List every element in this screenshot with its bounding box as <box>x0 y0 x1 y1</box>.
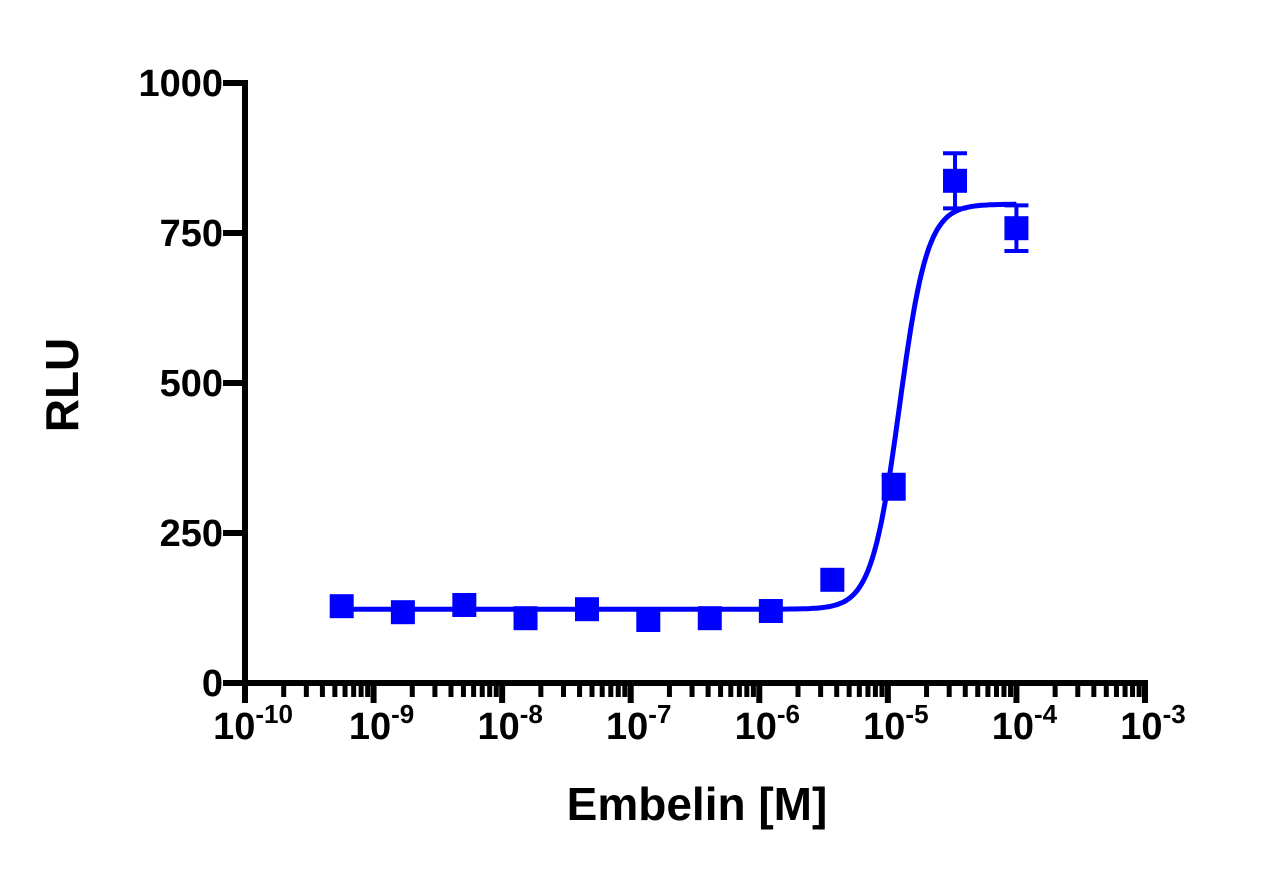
point <box>452 593 477 617</box>
x-tick-label: 10-4 <box>992 699 1058 748</box>
x-tick-exponent: -3 <box>1163 699 1186 729</box>
y-tick-label: 750 <box>160 213 223 255</box>
x-tick-label: 10-5 <box>863 699 928 748</box>
x-tick-label: 10-7 <box>606 699 671 748</box>
point <box>329 594 354 619</box>
point <box>636 608 661 632</box>
point <box>943 168 968 193</box>
x-axis-label: Embelin [M] <box>567 778 828 830</box>
x-tick-base: 10 <box>213 706 255 748</box>
point <box>697 606 722 631</box>
x-tick-base: 10 <box>1120 706 1162 748</box>
x-tick-base: 10 <box>735 706 777 748</box>
point <box>1004 216 1029 241</box>
point <box>390 600 415 625</box>
y-axis-label: RLU <box>36 338 88 433</box>
x-tick-exponent: -6 <box>777 699 800 729</box>
x-tick-base: 10 <box>863 706 905 748</box>
x-tick-label: 10-9 <box>349 699 414 748</box>
x-tick-exponent: -5 <box>905 699 928 729</box>
x-tick-base: 10 <box>349 706 391 748</box>
x-tick-base: 10 <box>606 706 648 748</box>
x-tick-base: 10 <box>992 706 1034 748</box>
point <box>881 474 906 499</box>
x-tick-label: 10-10 <box>213 699 293 748</box>
x-tick-exponent: -10 <box>255 699 293 729</box>
point <box>574 597 599 622</box>
point <box>513 606 538 631</box>
y-tick-label: 0 <box>202 663 223 705</box>
point <box>758 599 783 623</box>
x-tick-label: 10-3 <box>1120 699 1185 748</box>
x-tick-exponent: -4 <box>1034 699 1058 729</box>
fit-curve <box>341 201 1017 612</box>
y-tick-label: 500 <box>160 363 223 405</box>
x-tick-label: 10-6 <box>735 699 800 748</box>
point <box>820 567 845 592</box>
x-tick-exponent: -9 <box>391 699 414 729</box>
y-tick-label: 250 <box>160 513 223 555</box>
x-tick-exponent: -7 <box>648 699 671 729</box>
y-tick-label: 1000 <box>138 63 223 105</box>
x-tick-exponent: -8 <box>520 699 543 729</box>
x-tick-label: 10-8 <box>477 699 542 748</box>
x-tick-base: 10 <box>477 706 519 748</box>
